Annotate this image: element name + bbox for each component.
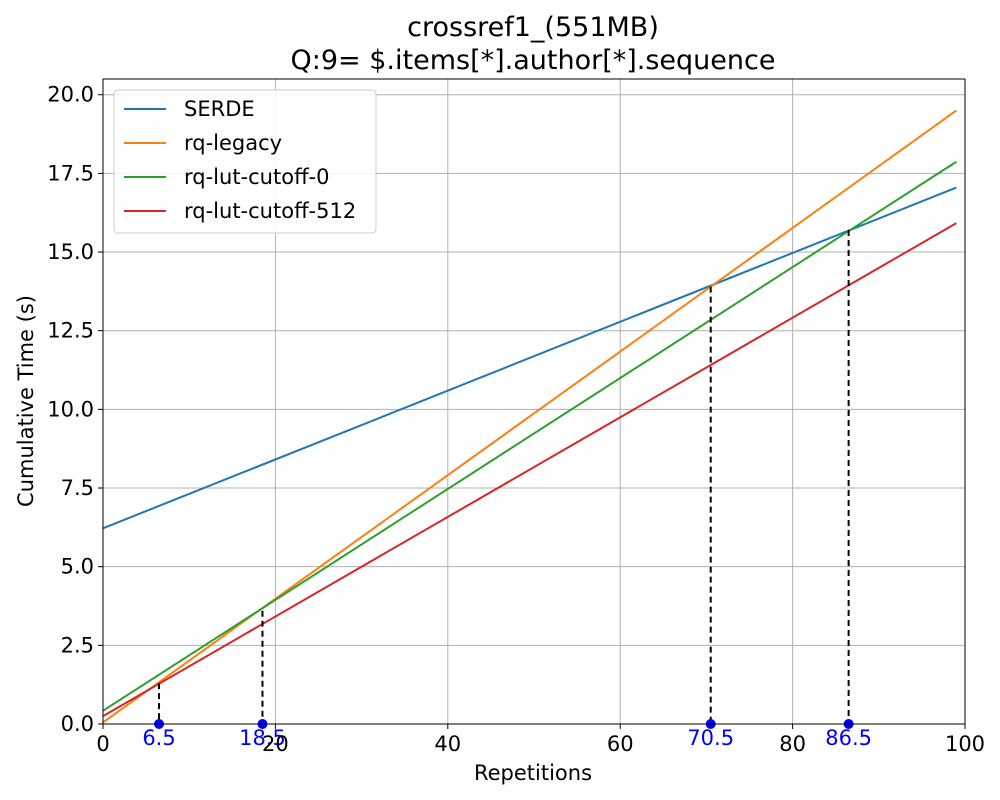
crossover-label: 18.5 xyxy=(239,726,286,750)
legend-label: rq-lut-cutoff-0 xyxy=(184,165,329,189)
y-tick-label: 15.0 xyxy=(47,240,94,264)
y-tick-label: 10.0 xyxy=(47,397,94,421)
series-line xyxy=(102,222,957,718)
y-axis-label: Cumulative Time (s) xyxy=(14,295,38,507)
series-lines xyxy=(102,109,957,724)
x-axis-label: Repetitions xyxy=(474,761,592,785)
series-line xyxy=(102,186,957,530)
chart-title: crossref1_(551MB) xyxy=(407,12,659,43)
x-tick-label: 80 xyxy=(779,732,806,756)
x-tick-label: 20 xyxy=(262,732,289,756)
x-tick-label: 40 xyxy=(434,732,461,756)
legend-label: rq-legacy xyxy=(184,131,282,155)
x-axis-ticks: 0 20 40 60 80 100 xyxy=(96,724,985,756)
y-axis-ticks: 0.0 2.5 5.0 7.5 10.0 12.5 15.0 17.5 20.0 xyxy=(47,83,103,736)
crossover-label: 86.5 xyxy=(825,726,872,750)
y-tick-label: 20.0 xyxy=(47,83,94,107)
legend-label: rq-lut-cutoff-512 xyxy=(184,199,356,223)
y-tick-label: 0.0 xyxy=(61,712,94,736)
grid xyxy=(102,79,966,725)
y-tick-label: 12.5 xyxy=(47,319,94,343)
x-tick-label: 100 xyxy=(945,732,985,756)
crossover-label: 6.5 xyxy=(142,726,175,750)
x-tick-label: 60 xyxy=(607,732,634,756)
series-line xyxy=(102,160,957,712)
y-tick-label: 2.5 xyxy=(61,633,94,657)
plot-frame xyxy=(102,78,966,725)
legend: SERDE rq-legacy rq-lut-cutoff-0 rq-lut-cuto… xyxy=(113,89,377,234)
legend-label: SERDE xyxy=(184,97,255,121)
y-tick-label: 17.5 xyxy=(47,161,94,185)
legend-box xyxy=(113,89,377,234)
x-tick-label: 0 xyxy=(96,732,109,756)
crossover-label: 70.5 xyxy=(687,726,734,750)
y-tick-label: 7.5 xyxy=(61,476,94,500)
y-tick-label: 5.0 xyxy=(61,555,94,579)
chart-subtitle: Q:9= $.items[*].author[*].sequence xyxy=(291,45,776,76)
